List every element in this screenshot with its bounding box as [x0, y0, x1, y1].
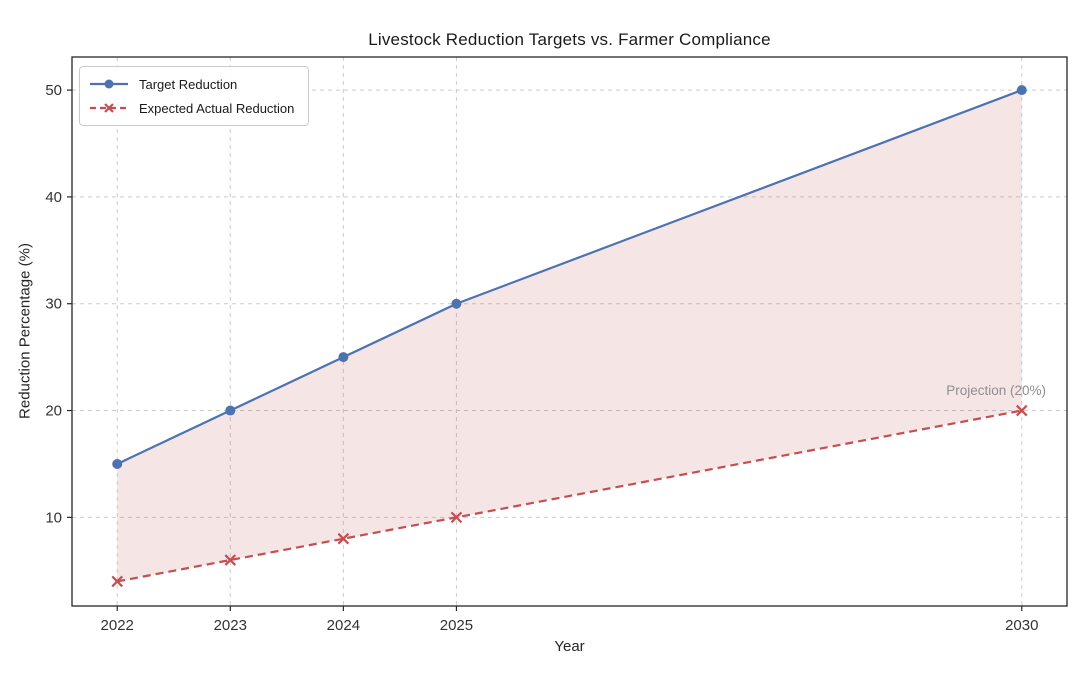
x-tick-label: 2024: [327, 617, 360, 634]
legend-item-target-reduction: Target Reduction: [89, 73, 294, 95]
data-point-x: [1015, 404, 1028, 417]
data-point-x: [111, 575, 124, 588]
x-tick-label: 2023: [214, 617, 247, 634]
data-point-circle: [338, 352, 349, 363]
y-tick-label: 50: [45, 82, 62, 99]
y-tick-label: 40: [45, 189, 62, 206]
legend-swatch-dashed-line-x-icon: [90, 103, 128, 113]
x-tick-label: 2025: [440, 617, 473, 634]
legend-label-target-reduction: Target Reduction: [139, 76, 238, 92]
fill-between-region: [117, 90, 1022, 582]
legend-item-expected-actual-reduction: Expected Actual Reduction: [89, 97, 294, 119]
data-point-circle: [112, 458, 123, 469]
legend-swatch-solid-line-circle-icon: [90, 79, 128, 89]
y-tick-label: 30: [45, 296, 62, 313]
plot-frame: [71, 56, 1068, 607]
x-axis-label: Year: [554, 638, 585, 655]
y-tick-label: 20: [45, 403, 62, 420]
series-line-expected-actual-reduction: [117, 409, 1022, 583]
x-tick-label: 2030: [1005, 617, 1038, 634]
x-tick-label: 2022: [101, 617, 134, 634]
legend: Target Reduction Expected Actual Reducti…: [79, 66, 310, 126]
data-point-x: [450, 511, 463, 524]
data-point-circle: [451, 298, 462, 309]
chart-title: Livestock Reduction Targets vs. Farmer C…: [368, 30, 771, 49]
projection-annotation: Projection (20%): [946, 383, 1046, 398]
data-point-x: [337, 532, 350, 545]
y-tick-label: 10: [45, 509, 62, 526]
data-point-x: [224, 554, 237, 566]
data-point-circle: [1016, 85, 1027, 96]
data-point-circle: [225, 405, 236, 416]
legend-label-expected-actual-reduction: Expected Actual Reduction: [139, 100, 295, 116]
